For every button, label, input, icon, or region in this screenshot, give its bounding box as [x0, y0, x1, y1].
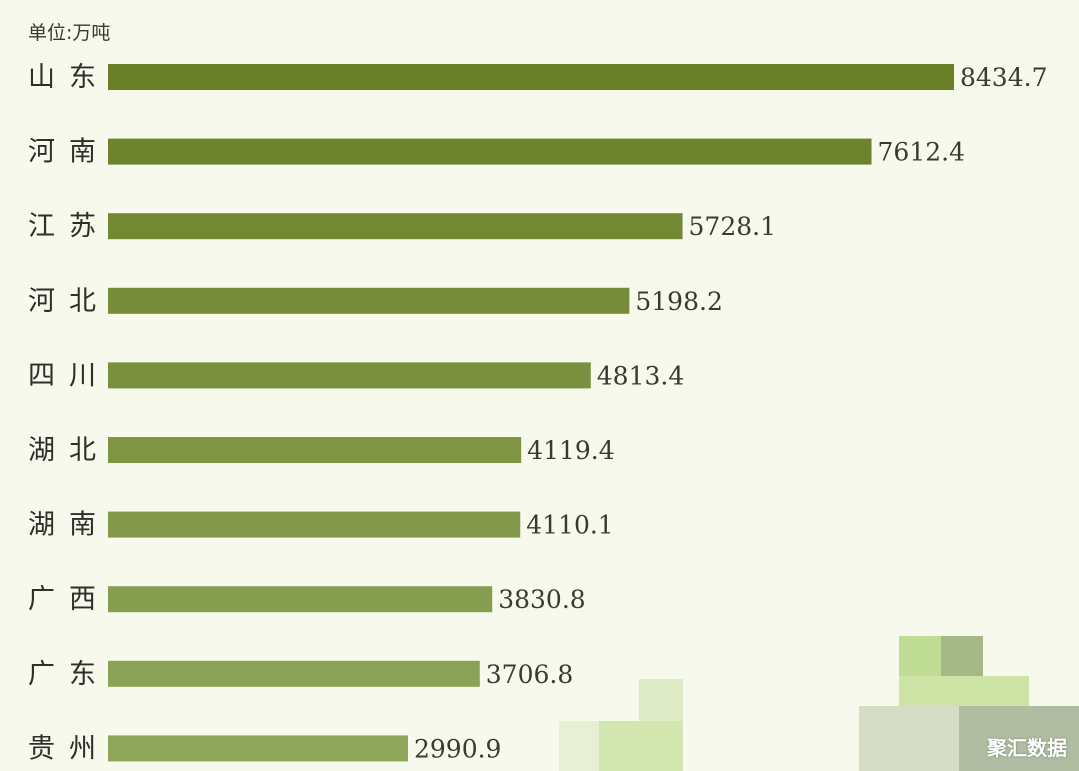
bar-7 — [108, 586, 493, 613]
category-label-2: 江苏 — [28, 211, 110, 242]
value-label-5: 4119.4 — [527, 436, 614, 465]
category-label-1: 河南 — [28, 137, 110, 168]
category-label-0: 山东 — [28, 62, 110, 93]
category-label-9: 贵州 — [28, 733, 110, 764]
bar-0 — [108, 64, 954, 90]
value-label-0: 8434.7 — [960, 63, 1047, 92]
value-label-4: 4813.4 — [597, 361, 684, 390]
bar-1 — [108, 138, 872, 165]
bar-8 — [108, 660, 480, 687]
bar-5 — [108, 437, 522, 463]
value-label-3: 5198.2 — [635, 287, 722, 316]
category-label-4: 四川 — [28, 360, 110, 391]
category-label-3: 河北 — [28, 286, 110, 317]
value-label-6: 4110.1 — [526, 511, 613, 540]
category-label-8: 广东 — [28, 659, 110, 690]
value-label-9: 2990.9 — [414, 734, 501, 763]
bar-2 — [108, 213, 683, 240]
value-label-8: 3706.8 — [486, 660, 573, 689]
value-label-7: 3830.8 — [498, 585, 585, 614]
category-label-6: 湖南 — [28, 510, 110, 541]
bar-6 — [108, 511, 521, 538]
value-label-2: 5728.1 — [689, 212, 776, 241]
category-label-5: 湖北 — [28, 435, 110, 466]
category-label-7: 广西 — [28, 584, 110, 615]
bar-4 — [108, 362, 591, 389]
bar-3 — [108, 287, 630, 314]
bar-9 — [108, 735, 408, 762]
unit-label: 单位:万吨 — [28, 22, 111, 44]
value-label-1: 7612.4 — [878, 138, 965, 167]
